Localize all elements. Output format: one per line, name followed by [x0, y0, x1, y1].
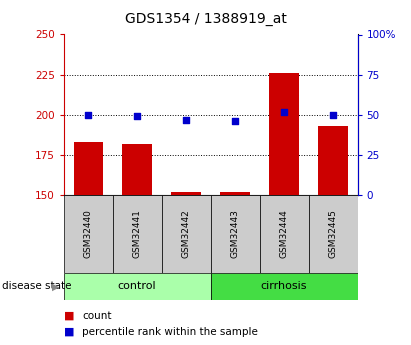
Point: [134, 114, 141, 119]
Point: [183, 117, 189, 122]
Text: percentile rank within the sample: percentile rank within the sample: [82, 327, 258, 337]
Bar: [270, 73, 299, 195]
Bar: [162, 195, 211, 273]
Bar: [319, 126, 348, 195]
Bar: [171, 192, 201, 195]
Bar: [220, 192, 250, 195]
Point: [85, 112, 92, 117]
Text: GSM32445: GSM32445: [328, 209, 337, 258]
Bar: [122, 144, 152, 195]
Point: [330, 112, 336, 117]
Text: control: control: [118, 282, 157, 291]
Text: disease state: disease state: [2, 282, 72, 291]
Point: [281, 109, 287, 114]
Text: ▶: ▶: [52, 282, 59, 291]
Text: GDS1354 / 1388919_at: GDS1354 / 1388919_at: [125, 12, 286, 26]
Bar: [309, 195, 358, 273]
Bar: [260, 195, 309, 273]
Text: ■: ■: [64, 311, 74, 321]
Bar: [113, 195, 162, 273]
Text: GSM32442: GSM32442: [182, 209, 191, 258]
Bar: [211, 273, 358, 300]
Text: GSM32443: GSM32443: [231, 209, 240, 258]
Text: cirrhosis: cirrhosis: [261, 282, 307, 291]
Text: GSM32440: GSM32440: [84, 209, 93, 258]
Bar: [74, 142, 103, 195]
Bar: [64, 273, 210, 300]
Text: GSM32441: GSM32441: [133, 209, 142, 258]
Bar: [211, 195, 260, 273]
Text: ■: ■: [64, 327, 74, 337]
Point: [232, 118, 238, 124]
Text: count: count: [82, 311, 112, 321]
Bar: [64, 195, 113, 273]
Text: GSM32444: GSM32444: [279, 209, 289, 258]
